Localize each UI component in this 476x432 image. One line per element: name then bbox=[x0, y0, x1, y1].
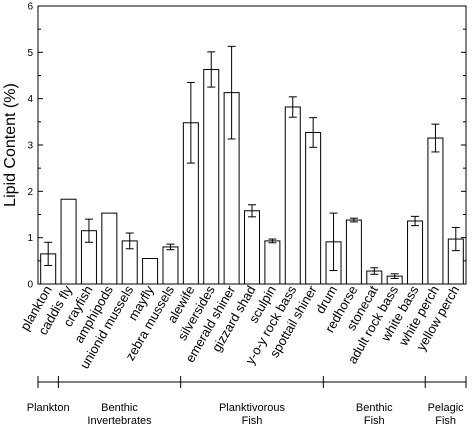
y-tick-label: 6 bbox=[27, 2, 33, 13]
group-label: Benthic bbox=[356, 402, 393, 414]
y-tick-label: 2 bbox=[27, 187, 33, 198]
bar bbox=[101, 212, 118, 285]
error-bars bbox=[44, 45, 460, 279]
bar bbox=[203, 68, 220, 285]
bar bbox=[305, 131, 322, 285]
bar bbox=[244, 210, 260, 285]
y-tick-label: 4 bbox=[27, 94, 33, 105]
group-label: Plankton bbox=[27, 402, 70, 414]
y-tick-label: 3 bbox=[27, 141, 33, 152]
y-tick-label: 5 bbox=[27, 48, 33, 59]
bars bbox=[40, 68, 464, 285]
bar bbox=[162, 246, 179, 285]
bar bbox=[345, 219, 362, 285]
group-label: Planktivorous bbox=[219, 402, 286, 414]
bar bbox=[427, 137, 444, 285]
group-label: Invertebrates bbox=[87, 415, 152, 427]
group-axis: Plankton BenthicInvertebratesPlanktivorou… bbox=[27, 376, 467, 427]
group-label: Fish bbox=[242, 415, 263, 427]
bar bbox=[264, 240, 281, 285]
group-label: Benthic bbox=[101, 402, 138, 414]
bar bbox=[407, 220, 424, 285]
group-label: Pelagic bbox=[428, 402, 465, 414]
y-tick-label: 1 bbox=[27, 233, 33, 244]
group-label: Fish bbox=[364, 415, 385, 427]
y-tick-label: 0 bbox=[27, 280, 33, 291]
bar bbox=[142, 258, 159, 285]
bar bbox=[60, 198, 77, 285]
bar bbox=[284, 106, 301, 285]
y-axis-title: Lipid Content (%) bbox=[2, 83, 19, 207]
group-label: Fish bbox=[435, 415, 456, 427]
